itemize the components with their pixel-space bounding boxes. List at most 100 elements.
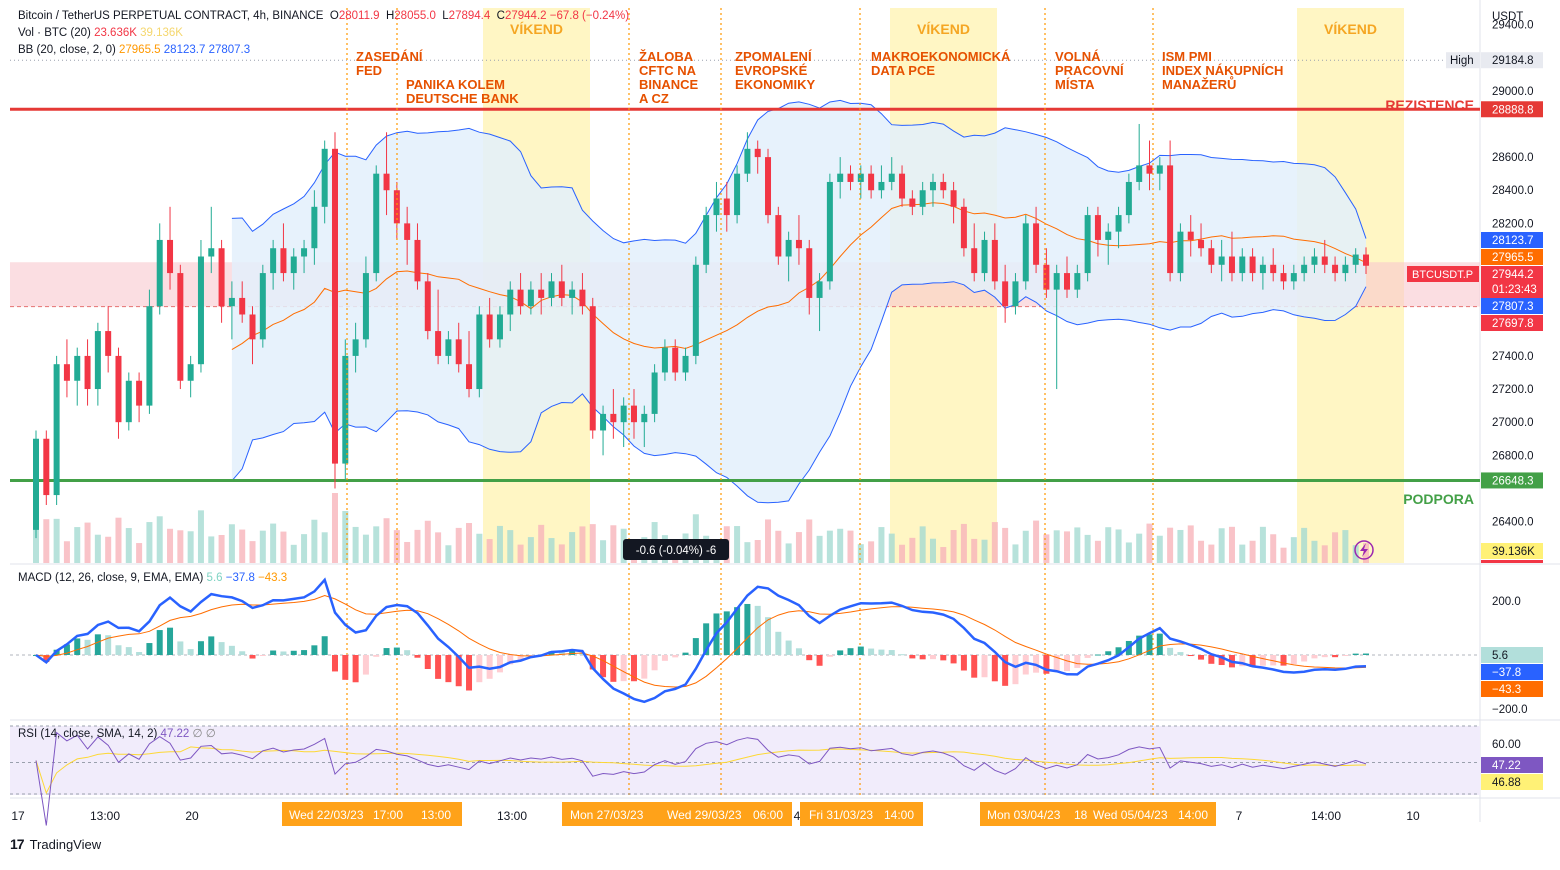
bb-basis-tag: 27965.5 — [1481, 249, 1543, 265]
macd-hist-bar — [218, 642, 225, 655]
candle — [404, 223, 411, 240]
weekend-label: VÍKEND — [510, 21, 563, 37]
tradingview-brand[interactable]: 17 TradingView — [10, 836, 101, 852]
rsi-ma-tag: 46.88 — [1481, 774, 1543, 790]
volume-bar — [1228, 526, 1235, 563]
volume-bar — [466, 523, 473, 563]
candle — [857, 173, 864, 182]
candle — [290, 256, 297, 274]
candle — [888, 173, 895, 182]
candle — [136, 380, 143, 406]
bb-basis-tag-text: 27965.5 — [1492, 252, 1534, 264]
volume-bar — [981, 539, 988, 563]
macd-hist-bar — [187, 649, 194, 655]
candle — [981, 239, 988, 274]
volume-bar — [1187, 525, 1194, 563]
weekend-label: VÍKEND — [1324, 21, 1377, 37]
candle — [177, 273, 184, 381]
bb-upper-value: 28123.7 — [163, 44, 206, 56]
time-range-bg — [282, 802, 462, 826]
macd-hist-bar — [393, 647, 400, 655]
volume-bar — [383, 518, 390, 563]
candle — [713, 198, 720, 216]
macd-hist-bar — [63, 644, 70, 655]
macd-hist-bar — [208, 636, 215, 655]
macd-hist-bar — [1198, 655, 1205, 660]
time-range-text: Mon 03/04/23 — [987, 808, 1061, 822]
candle — [331, 148, 338, 464]
volume-bar — [342, 511, 349, 563]
candle — [1033, 223, 1040, 265]
macd-hist-bar — [909, 655, 916, 659]
candle — [517, 289, 524, 307]
macd-hist-bar — [651, 655, 658, 671]
candle — [476, 314, 483, 390]
time-tick: 10 — [1406, 809, 1420, 823]
macd-hist-bar — [950, 655, 957, 664]
volume-bar — [373, 526, 380, 563]
candle — [909, 198, 916, 207]
event-label-line: INDEX NÁKUPNÍCH — [1162, 63, 1283, 78]
volume-bar — [94, 534, 101, 563]
volume-tag-bg — [1481, 543, 1543, 559]
candle — [1012, 281, 1019, 307]
volume-bar — [950, 530, 957, 563]
price-tick: 27000.0 — [1492, 417, 1534, 429]
volume-bar — [569, 532, 576, 563]
candle — [847, 173, 854, 182]
time-range-text: 14:00 — [884, 808, 914, 822]
volume-ma-value: 39.136K — [140, 27, 183, 39]
candle — [1177, 231, 1184, 274]
candle — [692, 264, 699, 356]
event-label-line: A CZ — [639, 91, 669, 106]
event-label-line: ISM PMI — [1162, 49, 1212, 64]
resistance-tag-bg — [1481, 101, 1543, 118]
candle — [270, 248, 277, 274]
candle — [373, 173, 380, 274]
macd-hist-bar — [1002, 655, 1009, 686]
candle — [74, 355, 81, 381]
candle — [63, 364, 70, 381]
candle — [765, 157, 772, 216]
macd-hist-bar — [1084, 655, 1091, 658]
ohlc-high: H28055.0 — [385, 10, 436, 22]
macd-hist-bar — [1270, 655, 1277, 666]
macd-hist-bar — [270, 650, 277, 655]
candle — [1167, 165, 1174, 274]
volume-bar — [435, 532, 442, 563]
candle — [1064, 273, 1071, 290]
volume-bar — [239, 529, 246, 563]
macd-hist-bar — [74, 638, 81, 655]
price-tick: 26400.0 — [1492, 517, 1534, 529]
macd-line-tag: −37.8 — [1481, 664, 1543, 680]
volume-bar — [177, 530, 184, 563]
candle — [1352, 254, 1359, 265]
time-range-text: Wed 05/04/23 — [1093, 808, 1168, 822]
macd-hist-bar — [362, 655, 369, 675]
macd-signal-tag: −43.3 — [1481, 681, 1543, 697]
volume-bar — [775, 530, 782, 563]
candle — [919, 190, 926, 207]
volume-bar — [847, 530, 854, 563]
volume-bar — [1084, 534, 1091, 563]
ohlc-low: L27894.4 — [442, 10, 491, 22]
lightning-icon[interactable] — [1354, 540, 1374, 560]
macd-hist-bar — [589, 655, 596, 670]
candle — [321, 148, 328, 207]
candle — [775, 215, 782, 257]
time-tick: 13:00 — [497, 809, 527, 823]
candle — [1074, 273, 1081, 290]
macd-hist-bar — [754, 605, 761, 655]
volume-bar — [228, 524, 235, 563]
candle — [878, 181, 885, 191]
macd-signal-line — [35, 594, 1367, 688]
volume-bar — [270, 523, 277, 563]
volume-bar — [868, 541, 875, 563]
volume-bar — [146, 522, 153, 563]
brand-label: TradingView — [29, 836, 102, 852]
candle — [1332, 264, 1339, 274]
